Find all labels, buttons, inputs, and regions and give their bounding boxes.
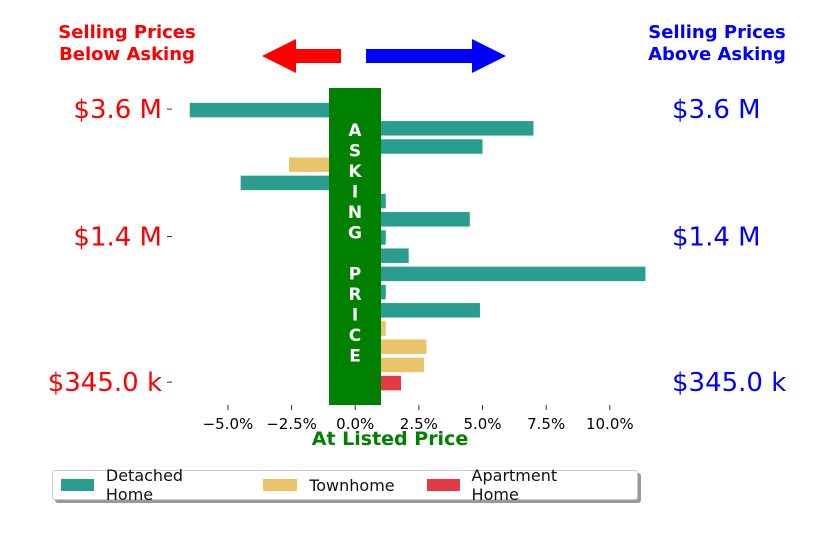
bar-2	[355, 139, 483, 154]
band-letter-4: N	[348, 203, 362, 223]
band-letter-8: R	[348, 285, 361, 305]
price-label-right-0: $3.6 M	[672, 95, 761, 125]
right-header-line1: Selling Prices	[648, 22, 785, 43]
legend-swatch-detached	[61, 479, 94, 491]
left-header-line1: Selling Prices	[58, 22, 195, 43]
x-tick-label-0: −5.0%	[203, 415, 254, 433]
legend-item-townhome: Townhome	[263, 475, 395, 495]
price-label-left-1: $1.4 M	[73, 223, 162, 253]
legend-label-apartment: Apartment Home	[471, 466, 558, 504]
left-arrow-icon	[262, 39, 341, 73]
x-axis: −5.0% −2.5% 0.0% 2.5% 5.0% 7.5% 10.0%	[203, 405, 634, 433]
legend: Detached Home Townhome Apartment Home	[52, 466, 638, 504]
band-letter-2: K	[348, 162, 362, 182]
band-letter-1: S	[349, 142, 361, 162]
price-labels-left: $3.6 M $1.4 M $345.0 k	[48, 95, 172, 398]
bar-9	[355, 266, 646, 282]
price-labels-right: $3.6 M $1.4 M $345.0 k	[672, 95, 786, 398]
x-tick-label-2: 0.0%	[336, 415, 374, 433]
right-arrow-icon	[366, 39, 506, 73]
legend-swatch-townhome	[263, 479, 298, 491]
legend-label-townhome: Townhome	[309, 475, 395, 495]
band-letter-5: G	[348, 224, 362, 244]
band-letter-7: P	[349, 265, 361, 285]
x-tick-label-6: 10.0%	[586, 415, 634, 433]
right-header-line2: Above Asking	[648, 44, 786, 65]
left-header-line2: Below Asking	[59, 44, 195, 65]
legend-label-detached: Detached Home	[105, 466, 184, 504]
x-tick-label-5: 7.5%	[527, 415, 565, 433]
bar-6	[355, 212, 470, 227]
bar-0	[189, 102, 356, 118]
x-tick-label-4: 5.0%	[463, 415, 501, 433]
x-tick-label-1: −2.5%	[266, 415, 317, 433]
band-letter-11: E	[349, 347, 361, 367]
price-label-left-2: $345.0 k	[48, 368, 162, 398]
bar-4	[240, 175, 356, 191]
bar-11	[355, 303, 480, 318]
legend-item-detached: Detached Home	[61, 466, 231, 504]
band-letter-10: C	[349, 326, 361, 346]
price-label-right-2: $345.0 k	[672, 368, 786, 398]
band-letter-3: I	[352, 183, 358, 203]
price-label-left-0: $3.6 M	[73, 95, 162, 125]
bar-1	[355, 121, 534, 136]
band-letter-0: A	[348, 121, 362, 141]
band-letter-9: I	[352, 306, 358, 326]
x-axis-label: At Listed Price	[312, 428, 468, 450]
legend-swatch-apartment	[426, 479, 460, 491]
legend-item-apartment: Apartment Home	[426, 466, 605, 504]
bars-layer	[189, 102, 646, 391]
x-tick-label-3: 2.5%	[400, 415, 438, 433]
price-label-right-1: $1.4 M	[672, 223, 761, 253]
